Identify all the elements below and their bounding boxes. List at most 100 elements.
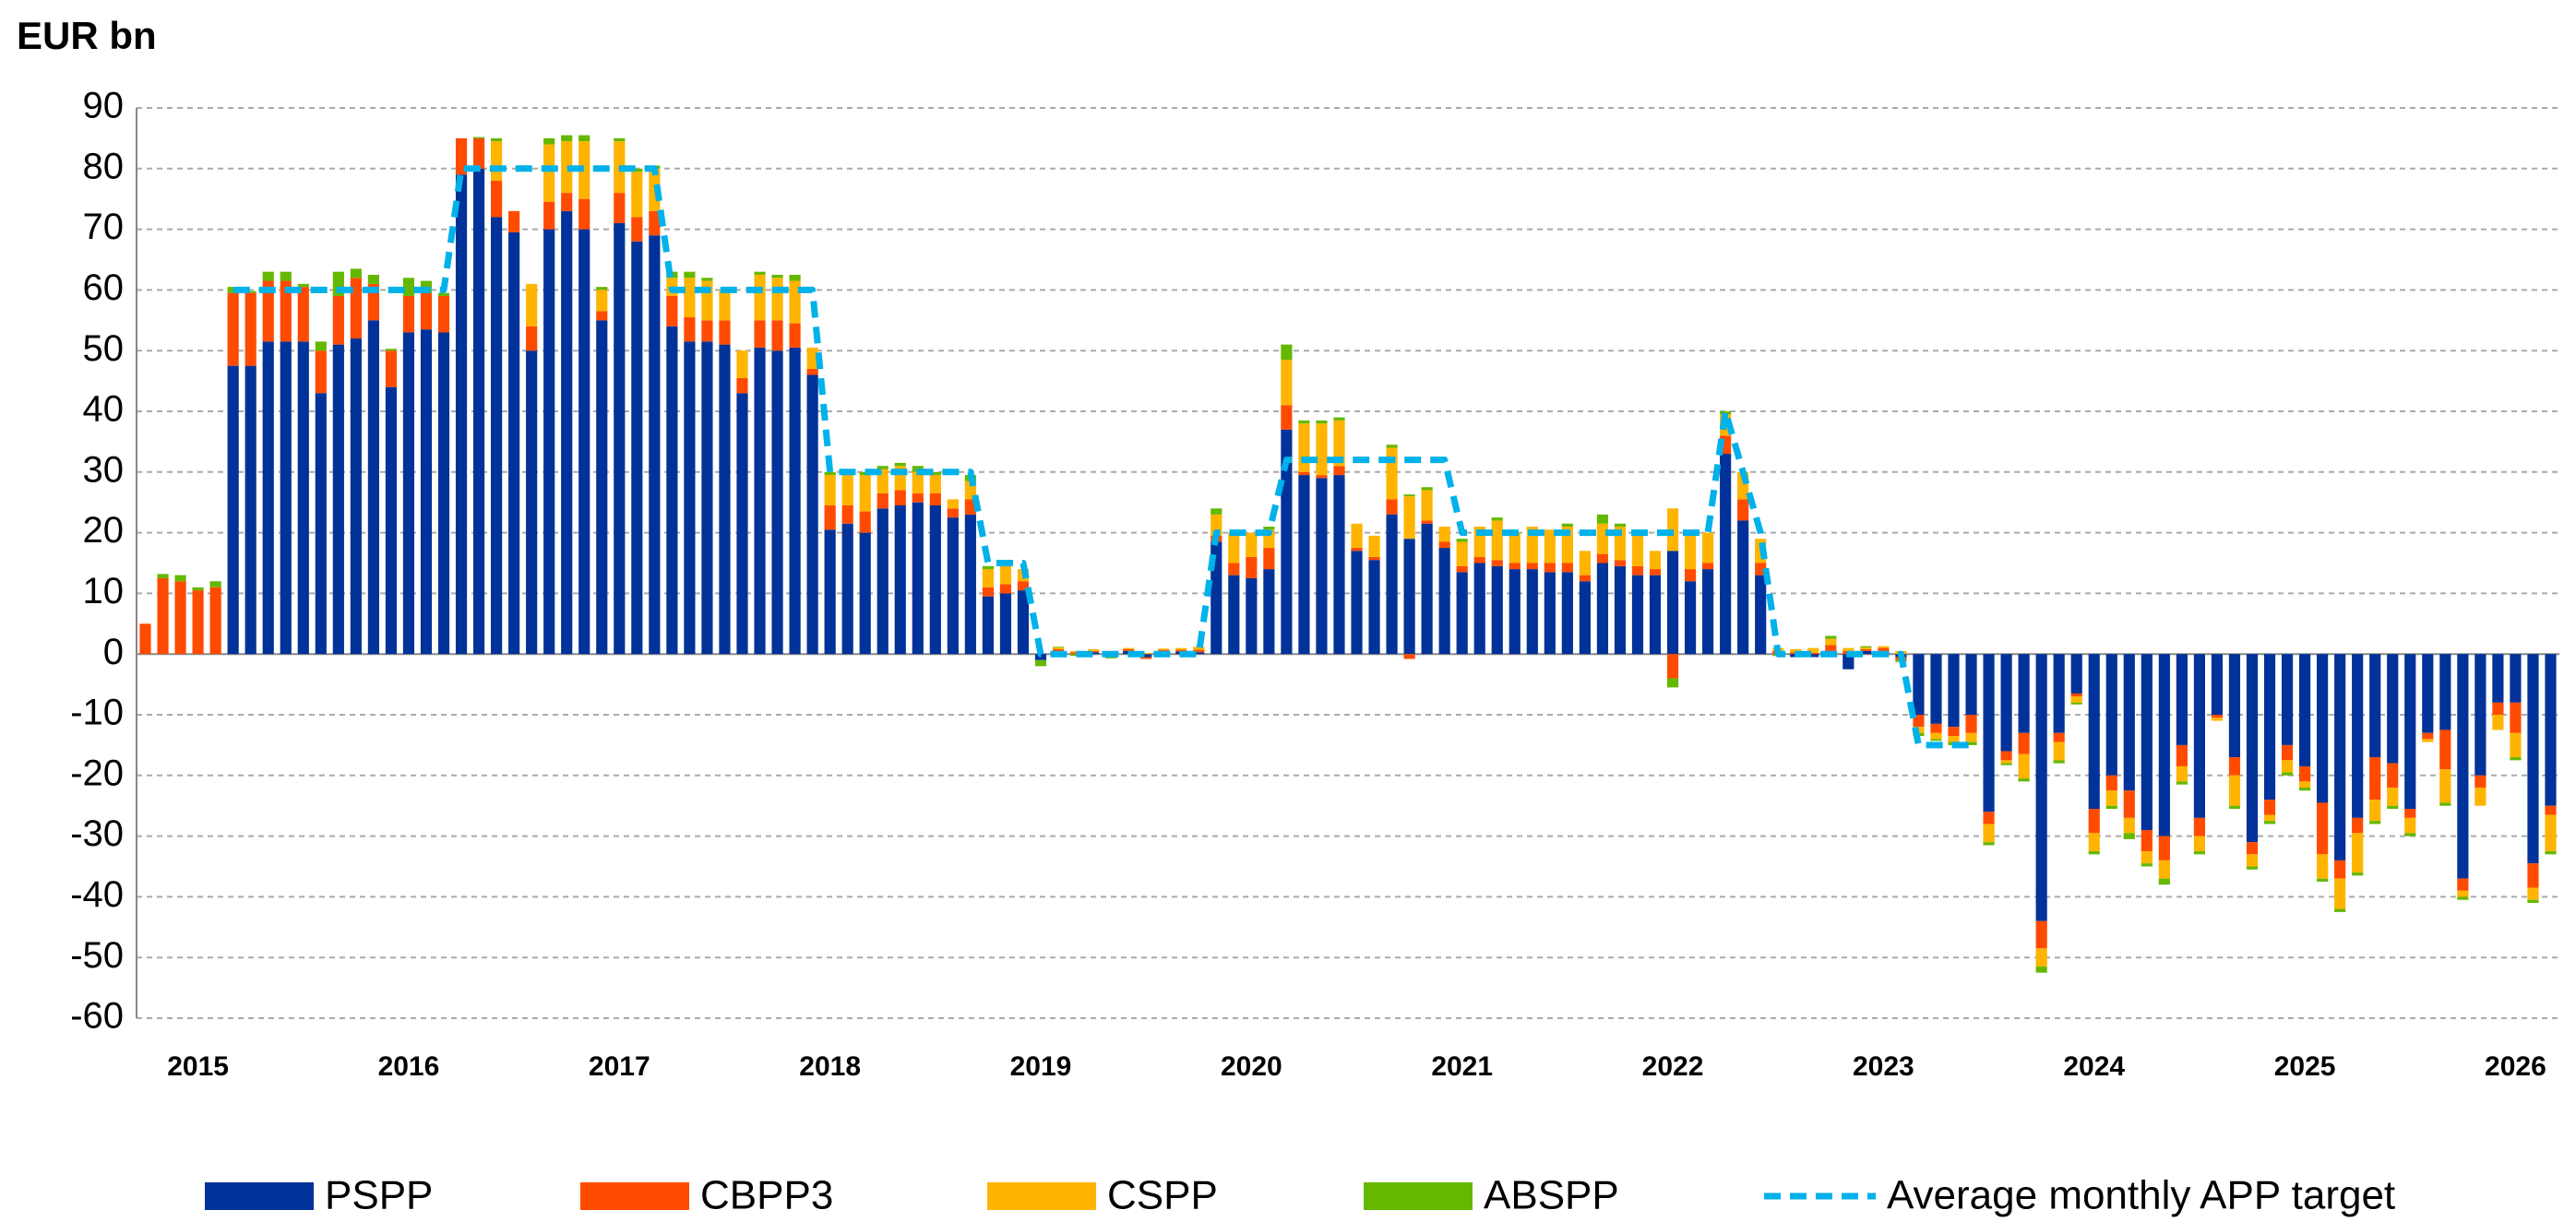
bar-segment: [2457, 890, 2469, 897]
bar-segment: [1263, 548, 1275, 570]
bar-segment: [1403, 496, 1415, 540]
bar-segment: [929, 471, 941, 476]
bar-segment: [2070, 693, 2082, 697]
bar-segment: [1087, 652, 1100, 655]
bar-segment: [649, 210, 661, 236]
bar-segment: [2369, 821, 2381, 825]
bar-segment: [1614, 560, 1627, 566]
bar-segment: [701, 278, 713, 281]
bar-segment: [2387, 787, 2399, 806]
bar-segment: [2439, 730, 2451, 770]
bar-segment: [2018, 778, 2030, 782]
bar-segment: [1228, 563, 1240, 575]
bar-segment: [859, 475, 871, 512]
bar-segment: [1281, 429, 1293, 655]
bar-segment: [1263, 569, 1275, 655]
bar-segment: [1930, 732, 1942, 740]
bar-segment: [754, 271, 766, 275]
bar-segment: [1702, 569, 1714, 655]
bar-segment: [2246, 654, 2259, 843]
bar-segment: [227, 365, 239, 655]
bar-segment: [2228, 805, 2241, 809]
bar-segment: [2457, 896, 2469, 900]
bar-segment: [1193, 649, 1205, 653]
bar-segment: [1246, 532, 1258, 557]
bar-segment: [262, 341, 274, 655]
bar-segment: [824, 471, 836, 476]
bar-segment: [1596, 563, 1609, 655]
bar-segment: [455, 174, 468, 655]
bar-segment: [1034, 659, 1047, 667]
bar-segment: [1298, 420, 1310, 424]
bar-segment: [1825, 638, 1837, 646]
bar-segment: [1983, 842, 1995, 846]
bar-segment: [1403, 539, 1415, 655]
bar-segment: [2263, 814, 2276, 822]
bar-segment: [1421, 520, 1433, 524]
bar-segment: [1281, 344, 1293, 361]
bar-segment: [1860, 650, 1872, 655]
bar-segment: [1403, 654, 1415, 659]
bar-segment: [561, 135, 573, 142]
bar-segment: [1965, 654, 1977, 715]
bar-segment: [1702, 532, 1714, 564]
bar-segment: [2053, 742, 2065, 761]
bar-segment: [561, 193, 573, 211]
bar-segment: [1561, 563, 1573, 573]
bar-segment: [1913, 654, 1925, 715]
bar-segment: [192, 590, 204, 655]
bar-segment: [437, 292, 450, 296]
bar-segment: [1069, 652, 1082, 655]
bar-segment: [1614, 565, 1627, 655]
bar-segment: [2018, 654, 2030, 733]
bar-segment: [1456, 541, 1468, 566]
bar-segment: [367, 320, 379, 655]
bar-segment: [1210, 508, 1222, 515]
bar-segment: [1491, 560, 1503, 566]
bar-segment: [2141, 654, 2153, 831]
bar-segment: [543, 137, 555, 145]
y-tick-label: -60: [70, 996, 124, 1037]
bar-segment: [1228, 575, 1240, 655]
bar-segment: [982, 587, 994, 597]
bar-segment: [2281, 744, 2294, 761]
bar-segment: [472, 168, 485, 655]
bar-segment: [719, 344, 731, 655]
bar-segment: [385, 386, 398, 655]
bar-segment: [2422, 732, 2434, 740]
bar-segment: [2053, 732, 2065, 742]
bar-segment: [2105, 790, 2117, 806]
legend-label: ABSPP: [1484, 1173, 1619, 1218]
bar-segment: [315, 341, 327, 351]
bar-segment: [1333, 466, 1345, 476]
bar-segment: [1509, 569, 1521, 655]
bar-segment: [420, 329, 433, 655]
bar-segment: [1666, 678, 1679, 688]
legend-label: PSPP: [325, 1173, 433, 1218]
bar-segment: [2105, 654, 2117, 776]
bar-segment: [385, 349, 398, 351]
bar-segment: [1720, 454, 1732, 655]
bar-segment: [2492, 715, 2504, 730]
x-tick-label: 2018: [799, 1051, 861, 1082]
bar-segment: [2510, 732, 2522, 758]
bar-segment: [1298, 475, 1310, 655]
bar-segment: [877, 466, 888, 469]
bar-segment: [1263, 527, 1275, 530]
bar-segment: [754, 274, 766, 321]
bar-segment: [2545, 814, 2557, 852]
bar-segment: [2088, 851, 2100, 855]
bar-segment: [2334, 654, 2346, 860]
bar-segment: [2211, 654, 2224, 715]
bar-segment: [859, 511, 871, 533]
bar-segment: [2158, 860, 2170, 879]
bar-segment: [2439, 654, 2451, 730]
bar-segment: [1140, 654, 1152, 658]
bar-segment: [561, 210, 573, 655]
bar-segment: [2369, 800, 2381, 822]
bar-segment: [789, 347, 801, 655]
y-tick-label: -30: [70, 813, 124, 854]
bar-segment: [332, 295, 344, 345]
bar-segment: [1930, 723, 1942, 733]
bar-segment: [2123, 654, 2135, 791]
